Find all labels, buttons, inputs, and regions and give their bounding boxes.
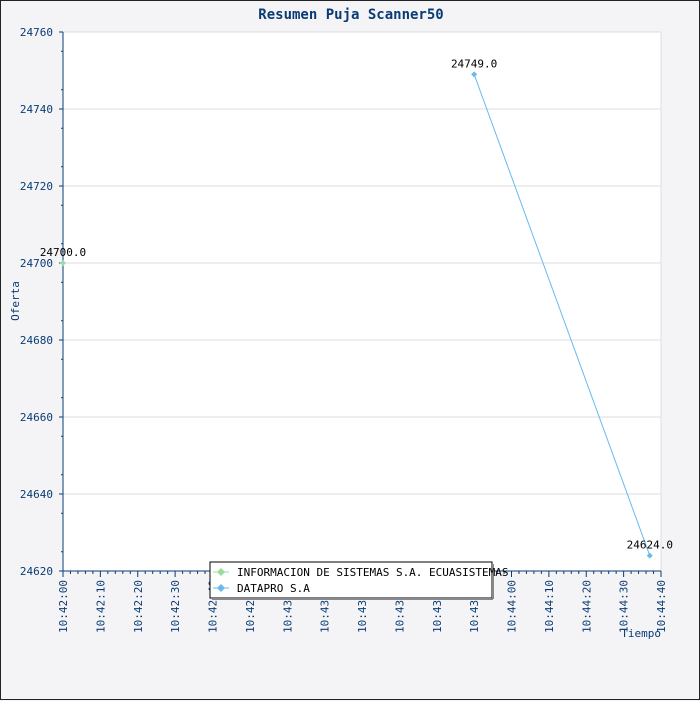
y-tick-label: 24660 (20, 411, 53, 424)
legend: INFORMACION DE SISTEMAS S.A. ECUASISTEMA… (209, 561, 509, 600)
x-tick-label: 10:42:20 (132, 580, 145, 633)
data-label: 24700.0 (40, 246, 86, 259)
series-group: 24700.0 24749.0 24624.0 (40, 57, 673, 559)
y-axis-label: Oferta (9, 281, 22, 321)
data-label: 24749.0 (451, 57, 497, 70)
grid-lines (63, 31, 662, 572)
legend-marker-ecuasistemas (217, 568, 225, 576)
data-point (471, 71, 478, 78)
plot-area (63, 32, 661, 571)
y-tick-label: 24740 (20, 103, 53, 116)
x-tick-label: 10:44:20 (580, 580, 593, 633)
y-axis-ticks: 24620 24640 24660 24680 24700 24720 24740 24760 (20, 26, 63, 578)
x-tick-label: 10:42:10 (94, 580, 107, 633)
legend-label-datapro: DATAPRO S.A (237, 582, 310, 595)
legend-label-ecuasistemas: INFORMACION DE SISTEMAS S.A. ECUASISTEMA… (237, 566, 509, 579)
data-point (646, 552, 653, 559)
y-tick-label: 24680 (20, 334, 53, 347)
x-tick-label: 10:44:00 (506, 580, 519, 633)
x-axis-label: Tiempo (621, 627, 661, 640)
y-tick-label: 24620 (20, 565, 53, 578)
x-tick-label: 10:44:10 (543, 580, 556, 633)
series-line-1 (473, 74, 651, 556)
x-tick-label: 10:44:40 (655, 580, 668, 633)
y-tick-label: 24700 (20, 257, 53, 270)
x-tick-label: 10:42:30 (169, 580, 182, 633)
chart-title: Resumen Puja Scanner50 (258, 7, 443, 23)
data-point (60, 260, 66, 266)
x-tick-label: 10:44:30 (618, 580, 631, 633)
legend-marker-datapro (217, 584, 225, 592)
x-tick-label: 10:42:00 (57, 580, 70, 633)
data-label: 24624.0 (627, 539, 673, 552)
y-tick-label: 24720 (20, 180, 53, 193)
y-tick-label: 24760 (20, 26, 53, 39)
y-tick-label: 24640 (20, 488, 53, 501)
